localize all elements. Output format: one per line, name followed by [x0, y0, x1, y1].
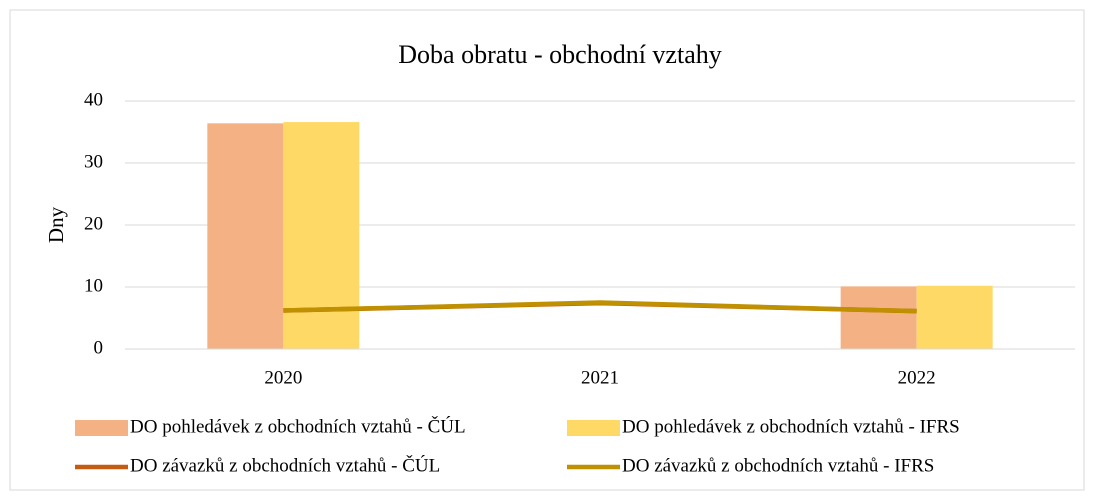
x-tick-label: 2022 — [898, 367, 936, 388]
x-tick-label: 2020 — [264, 367, 302, 388]
chart-title: Doba obratu - obchodní vztahy — [398, 40, 721, 69]
y-tick-label: 10 — [84, 275, 103, 296]
bar — [283, 122, 360, 349]
line — [283, 300, 917, 314]
legend-label: DO pohledávek z obchodních vztahů - IFRS — [622, 416, 960, 437]
bar — [840, 286, 917, 349]
y-axis-label: Dny — [44, 206, 68, 243]
legend-swatch — [567, 420, 620, 436]
y-tick-label: 40 — [84, 89, 103, 110]
bar — [207, 123, 284, 349]
legend-label: DO pohledávek z obchodních vztahů - ČÚL — [130, 415, 466, 437]
bar — [916, 285, 993, 349]
legend-swatch — [75, 420, 128, 436]
legend-label: DO závazků z obchodních vztahů - ČÚL — [130, 454, 440, 476]
y-tick-label: 0 — [94, 337, 104, 358]
y-tick-label: 30 — [84, 151, 103, 172]
chart-border — [9, 9, 1085, 491]
x-tick-label: 2021 — [581, 367, 619, 388]
y-tick-label: 20 — [84, 213, 103, 234]
legend-label: DO závazků z obchodních vztahů - IFRS — [622, 455, 934, 476]
